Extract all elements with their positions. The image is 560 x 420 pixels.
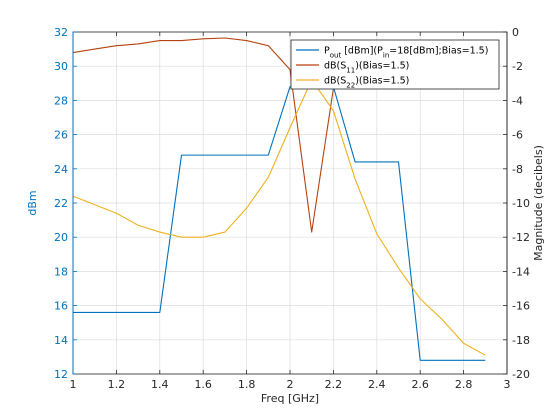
legend: Pout [dBm](Pin=18[dBm];Bias=1.5)dB(S11)(… [290,39,500,90]
legend-text-part: dB(S [324,76,346,87]
x-tick-label: 1 [70,378,77,391]
right-y-axis-label: Magnitude (decibels) [532,145,545,261]
left-y-tick-label: 22 [54,197,68,210]
x-tick-label: 1.4 [151,378,169,391]
legend-entry-0: Pout [dBm](Pin=18[dBm];Bias=1.5) [324,46,488,60]
x-tick-label: 2.4 [368,378,386,391]
left-y-tick-label: 32 [54,26,68,39]
right-y-tick-label: -12 [512,231,530,244]
left-y-tick-label: 16 [54,300,68,313]
legend-text-part: [dBm](P [341,46,383,57]
left-y-tick-label: 28 [54,94,68,107]
left-y-tick-label: 14 [54,334,68,347]
left-y-tick-label: 20 [54,231,68,244]
legend-text-part: dB(S [324,61,346,72]
x-tick-label: 1.6 [194,378,212,391]
x-tick-label: 3 [504,378,511,391]
left-y-tick-label: 18 [54,265,68,278]
x-tick-label: 2 [287,378,294,391]
x-axis-label: Freq [GHz] [261,392,319,405]
x-tick-label: 2.2 [325,378,343,391]
legend-text-part: =18[dBm];Bias=1.5) [389,46,488,57]
x-tick-label: 2.6 [411,378,429,391]
left-y-tick-label: 12 [54,368,68,381]
right-y-tick-label: -14 [512,265,530,278]
x-tick-label: 1.8 [238,378,256,391]
right-y-tick-label: -2 [512,60,523,73]
right-y-tick-label: -20 [512,368,530,381]
right-y-tick-label: -16 [512,300,530,313]
x-tick-label: 2.8 [455,378,473,391]
right-y-tick-label: 0 [512,26,519,39]
left-y-tick-label: 26 [54,129,68,142]
legend-text-part: 11 [346,67,355,75]
x-tick-label: 1.2 [108,378,126,391]
right-y-tick-label: -10 [512,197,530,210]
left-y-axis-label: dBm [26,190,39,215]
legend-text-part: )(Bias=1.5) [355,61,409,72]
legend-text-part: in [383,52,389,60]
left-y-tick-label: 24 [54,163,68,176]
series-line-2 [72,79,486,356]
legend-text-part: out [330,52,342,60]
legend-text-part: P [324,46,330,57]
legend-text-part: )(Bias=1.5) [355,76,409,87]
right-y-tick-label: -18 [512,334,530,347]
right-y-tick-label: -4 [512,94,523,107]
right-y-tick-label: -8 [512,163,523,176]
tick-layer: 1 1.2 1.4 1.6 1.8 2 2.2 2.4 2.6 2.8 3 12 14 16 18 20 22 2… [54,26,530,391]
legend-text-part: 22 [346,82,355,90]
legend-entry-2: dB(S22)(Bias=1.5) [324,76,409,90]
left-y-tick-label: 30 [54,60,68,73]
right-y-tick-label: -6 [512,129,523,142]
legend-box [290,39,500,90]
legend-entry-1: dB(S11)(Bias=1.5) [324,61,409,75]
